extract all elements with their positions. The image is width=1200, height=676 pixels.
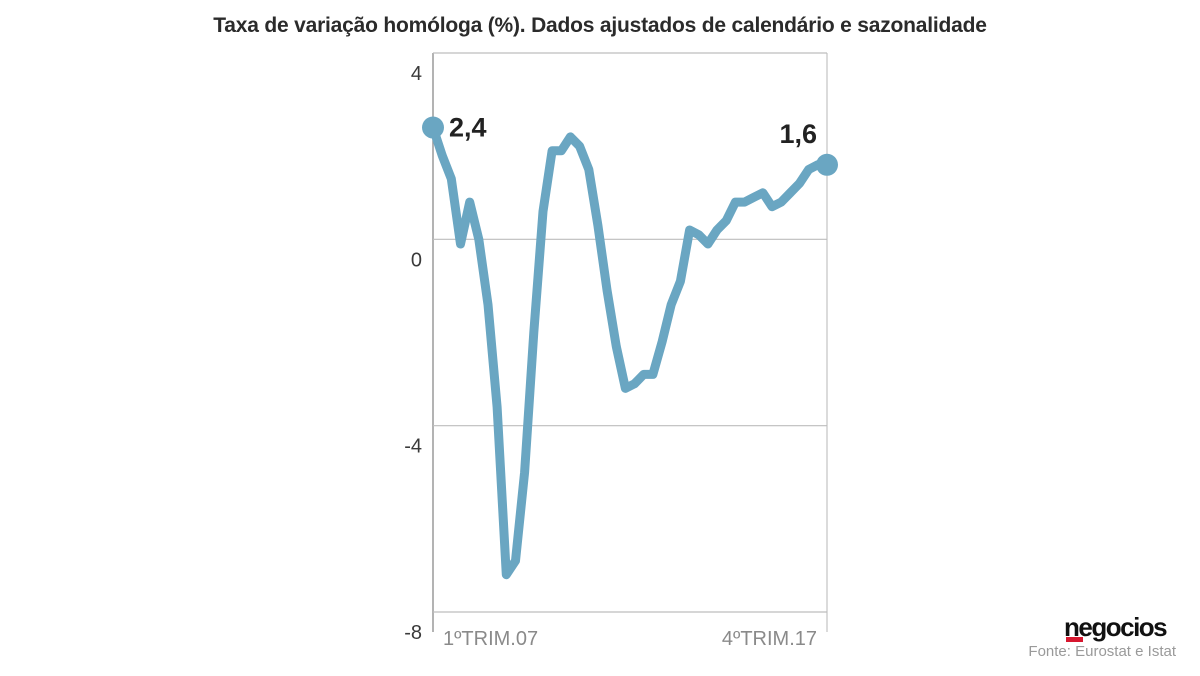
brand-logo: negocios: [1064, 612, 1168, 642]
data-label: 1,6: [779, 119, 817, 149]
chart-title: Taxa de variação homóloga (%). Dados aju…: [213, 14, 987, 37]
data-label: 2,4: [449, 113, 487, 143]
data-point: [816, 153, 838, 176]
data-point: [422, 116, 444, 139]
y-tick-label: -8: [404, 622, 422, 644]
y-tick-label: 0: [411, 249, 422, 271]
brand-logo-accent: [1066, 637, 1083, 642]
x-tick-label: 4ºTRIM.17: [722, 628, 817, 650]
x-tick-label: 1ºTRIM.07: [443, 628, 538, 650]
source-note: Fonte: Eurostat e Istat: [1028, 643, 1176, 660]
series-line: [428, 123, 832, 580]
y-tick-label: 4: [411, 63, 422, 85]
y-tick-label: -4: [404, 436, 422, 458]
